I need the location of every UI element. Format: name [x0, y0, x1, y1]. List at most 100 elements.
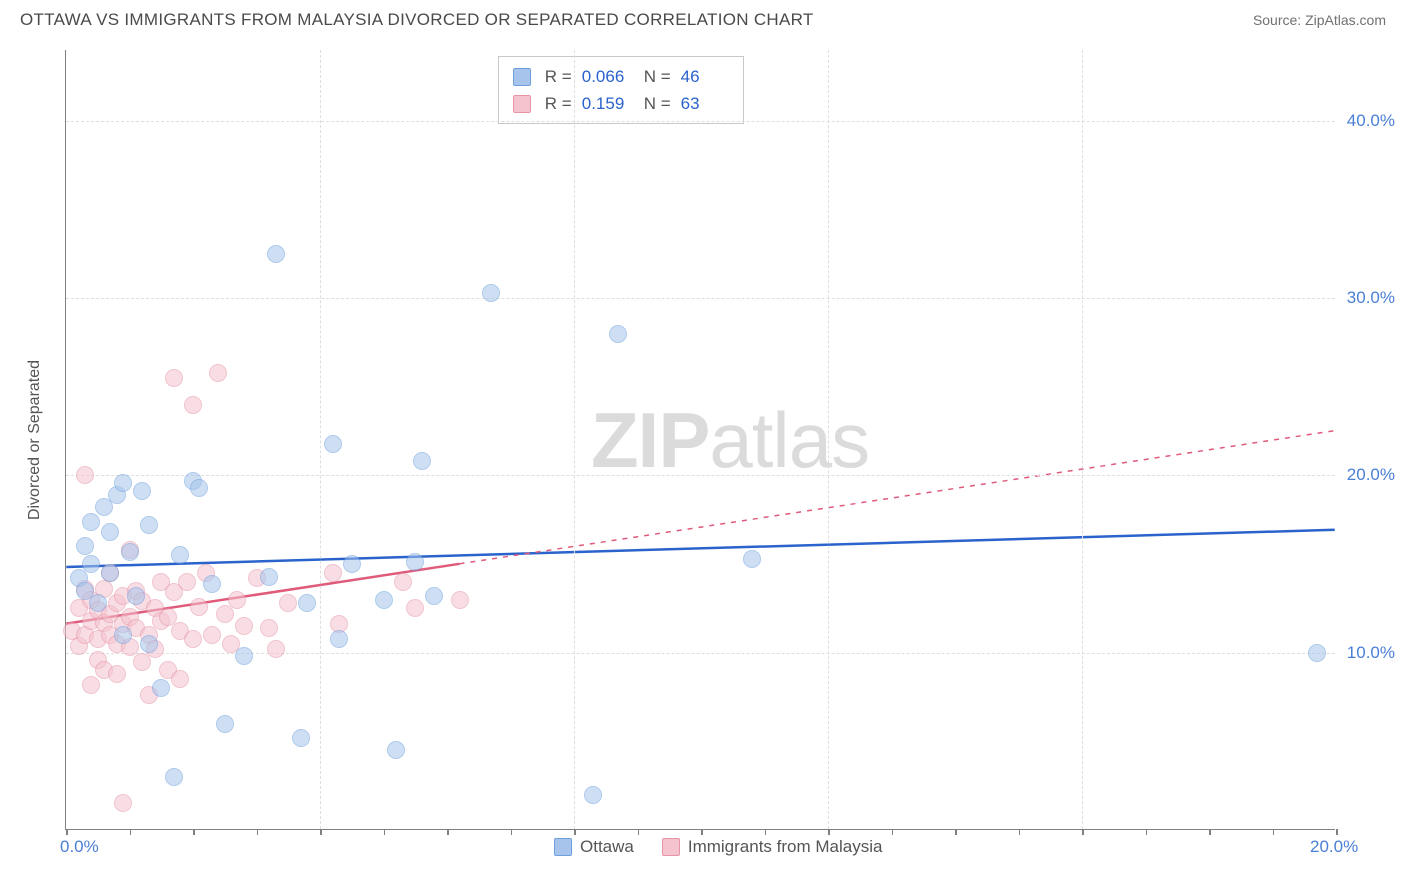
data-point: [127, 587, 145, 605]
chart-title: OTTAWA VS IMMIGRANTS FROM MALAYSIA DIVOR…: [20, 10, 814, 30]
data-point: [171, 670, 189, 688]
data-point: [425, 587, 443, 605]
data-point: [394, 573, 412, 591]
data-point: [178, 573, 196, 591]
legend-top-row: R = 0.066N = 46: [513, 63, 729, 90]
x-tick-mark: [130, 829, 132, 835]
data-point: [406, 553, 424, 571]
x-tick-mark: [257, 829, 259, 835]
grid-line-vertical: [574, 50, 575, 829]
data-point: [324, 435, 342, 453]
data-point: [482, 284, 500, 302]
grid-line-vertical: [320, 50, 321, 829]
x-tick-mark: [384, 829, 386, 835]
data-point: [101, 564, 119, 582]
data-point: [324, 564, 342, 582]
data-point: [216, 605, 234, 623]
x-tick-mark: [701, 829, 703, 835]
chart-container: Divorced or Separated ZIPatlas R = 0.066…: [45, 50, 1385, 830]
x-tick-mark: [511, 829, 513, 835]
x-tick-mark: [320, 829, 322, 835]
data-point: [108, 665, 126, 683]
data-point: [171, 546, 189, 564]
x-tick-mark: [66, 829, 68, 835]
legend-swatch: [554, 838, 572, 856]
data-point: [413, 452, 431, 470]
data-point: [584, 786, 602, 804]
data-point: [140, 516, 158, 534]
data-point: [114, 626, 132, 644]
data-point: [203, 626, 221, 644]
data-point: [406, 599, 424, 617]
data-point: [298, 594, 316, 612]
data-point: [260, 568, 278, 586]
x-tick-mark: [828, 829, 830, 835]
x-tick-mark: [447, 829, 449, 835]
data-point: [184, 630, 202, 648]
grid-line-horizontal: [66, 653, 1335, 654]
grid-line-horizontal: [66, 475, 1335, 476]
x-tick-label: 20.0%: [1310, 837, 1358, 857]
data-point: [375, 591, 393, 609]
y-tick-label: 10.0%: [1347, 643, 1395, 663]
x-tick-mark: [1209, 829, 1211, 835]
data-point: [140, 635, 158, 653]
x-tick-mark: [892, 829, 894, 835]
grid-line-horizontal: [66, 121, 1335, 122]
series-legend: OttawaImmigrants from Malaysia: [554, 837, 882, 857]
data-point: [343, 555, 361, 573]
data-point: [152, 679, 170, 697]
data-point: [209, 364, 227, 382]
data-point: [330, 630, 348, 648]
source-label: Source: ZipAtlas.com: [1253, 12, 1386, 28]
data-point: [216, 715, 234, 733]
data-point: [609, 325, 627, 343]
x-tick-mark: [1336, 829, 1338, 835]
grid-line-horizontal: [66, 298, 1335, 299]
x-tick-mark: [1082, 829, 1084, 835]
data-point: [165, 768, 183, 786]
legend-bottom-item: Immigrants from Malaysia: [662, 837, 883, 857]
x-tick-mark: [765, 829, 767, 835]
data-point: [267, 640, 285, 658]
data-point: [387, 741, 405, 759]
data-point: [165, 369, 183, 387]
data-point: [82, 513, 100, 531]
y-axis-label: Divorced or Separated: [26, 360, 44, 520]
data-point: [235, 647, 253, 665]
x-tick-mark: [574, 829, 576, 835]
data-point: [451, 591, 469, 609]
data-point: [89, 594, 107, 612]
legend-swatch: [513, 68, 531, 86]
correlation-legend: R = 0.066N = 46R = 0.159N = 63: [498, 56, 744, 124]
data-point: [133, 482, 151, 500]
scatter-plot-area: ZIPatlas R = 0.066N = 46R = 0.159N = 63 …: [65, 50, 1335, 830]
data-point: [267, 245, 285, 263]
legend-top-row: R = 0.159N = 63: [513, 90, 729, 117]
data-point: [184, 396, 202, 414]
x-tick-mark: [955, 829, 957, 835]
y-tick-label: 20.0%: [1347, 465, 1395, 485]
data-point: [203, 575, 221, 593]
data-point: [279, 594, 297, 612]
chart-header: OTTAWA VS IMMIGRANTS FROM MALAYSIA DIVOR…: [0, 0, 1406, 30]
x-tick-label: 0.0%: [60, 837, 99, 857]
x-tick-mark: [1273, 829, 1275, 835]
legend-swatch: [662, 838, 680, 856]
trend-line: [66, 530, 1334, 567]
data-point: [228, 591, 246, 609]
data-point: [190, 479, 208, 497]
x-tick-mark: [193, 829, 195, 835]
trend-line-dashed: [460, 431, 1335, 564]
data-point: [1308, 644, 1326, 662]
data-point: [76, 537, 94, 555]
data-point: [743, 550, 761, 568]
data-point: [114, 794, 132, 812]
data-point: [114, 474, 132, 492]
data-point: [260, 619, 278, 637]
data-point: [101, 523, 119, 541]
data-point: [76, 466, 94, 484]
data-point: [121, 543, 139, 561]
grid-line-vertical: [1082, 50, 1083, 829]
data-point: [292, 729, 310, 747]
